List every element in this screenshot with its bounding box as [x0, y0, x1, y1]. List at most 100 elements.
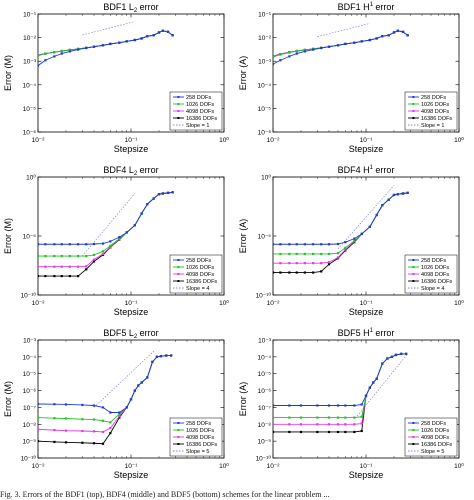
data-point [109, 431, 112, 435]
data-point [92, 258, 96, 261]
data-point [44, 52, 47, 55]
chart-panel-4: BDF4 H1 error 10⁻² 10⁻¹ 10⁰ 10⁻¹⁰ 10⁻⁵ 10⁰ Step… [238, 165, 464, 317]
legend-label: Slope = 5 [421, 449, 444, 455]
data-point [85, 46, 88, 50]
data-point [60, 52, 63, 55]
data-point [273, 430, 275, 434]
legend-label: 1026 DOFs [186, 102, 214, 108]
y-tick-label: 10⁻⁵ [23, 106, 37, 113]
x-tick-label: 10⁰ [219, 299, 229, 307]
legend-entry: 1026 DOFs [408, 428, 449, 434]
legend-label: 1026 DOFs [421, 102, 449, 108]
data-point [133, 224, 136, 227]
data-point [406, 191, 409, 194]
data-point [171, 191, 174, 194]
data-point [38, 54, 40, 57]
data-point [146, 35, 149, 38]
data-point [68, 48, 71, 52]
data-point [109, 244, 112, 247]
data-point [152, 197, 155, 200]
legend-entry: 4098 DOFs [408, 109, 449, 115]
data-point [85, 254, 88, 258]
data-point [68, 274, 71, 278]
x-tick-label: 10⁻¹ [125, 463, 139, 470]
data-point [288, 404, 291, 407]
data-point [273, 404, 275, 407]
data-point [273, 55, 275, 59]
data-point [360, 232, 363, 236]
data-point [288, 416, 291, 419]
x-axis-label: Stepsize [114, 144, 149, 154]
slope-reference-line [317, 23, 370, 37]
legend-entry: 16386 DOFs [408, 279, 452, 285]
legend-label: 1026 DOFs [186, 428, 214, 434]
data-point [118, 413, 121, 416]
data-point [320, 243, 323, 246]
data-point [344, 423, 347, 426]
data-point [137, 384, 140, 387]
legend-entry: 258 DOFs [173, 421, 211, 427]
chart-title-subscript: 2 [134, 334, 138, 340]
legend-marker [177, 273, 180, 275]
legend-entry: 1026 DOFs [408, 102, 449, 108]
data-point [118, 416, 121, 419]
data-point [155, 355, 159, 358]
y-axis-label: Error (A) [238, 219, 248, 254]
data-point [387, 198, 390, 201]
data-point [375, 377, 378, 380]
data-point [77, 48, 80, 51]
legend-label: 16386 DOFs [421, 279, 452, 285]
data-point [101, 252, 105, 256]
data-point [53, 440, 56, 444]
legend-marker [412, 259, 415, 261]
chart-title-tail: error [137, 2, 159, 12]
legend-marker [177, 259, 180, 261]
legend-entry: 258 DOFs [173, 95, 211, 101]
chart-title-tail: error [373, 2, 395, 12]
legend-marker [177, 443, 180, 445]
data-point [327, 416, 331, 419]
x-tick-label: 10⁻² [32, 300, 46, 307]
data-point [303, 262, 306, 265]
data-point [68, 254, 71, 258]
data-point [101, 242, 105, 245]
data-point [344, 42, 347, 46]
chart-title: BDF5 L2 error [103, 328, 158, 340]
data-point [125, 231, 128, 234]
legend-marker [177, 422, 180, 424]
y-tick-label: 10⁻⁸ [23, 422, 37, 429]
data-point [60, 265, 63, 268]
legend-label: 16386 DOFs [186, 116, 217, 122]
chart-title-subscript: 2 [134, 171, 138, 177]
y-tick-label: 10⁰ [26, 174, 36, 182]
data-point [118, 236, 121, 239]
data-area [273, 352, 408, 434]
x-tick-label: 10⁻¹ [360, 137, 374, 144]
y-tick-label: 10⁻² [23, 35, 37, 42]
legend-marker [177, 117, 180, 119]
data-point [151, 360, 154, 364]
data-point [336, 242, 340, 246]
chart-title: BDF1 L2 error [103, 2, 158, 14]
data-point [312, 271, 315, 274]
y-tick-label: 10⁻⁹ [23, 439, 37, 446]
legend-entry: 258 DOFs [408, 258, 446, 264]
x-tick-label: 10⁰ [454, 299, 464, 307]
data-point [101, 250, 105, 253]
data-point [336, 252, 340, 255]
data-point [353, 237, 356, 240]
data-point [279, 262, 282, 265]
data-point [109, 240, 112, 243]
data-point [92, 418, 96, 421]
y-tick-label: 10⁻¹ [258, 12, 272, 19]
data-point [392, 193, 396, 197]
legend-entry: 16386 DOFs [173, 442, 217, 448]
legend-marker [177, 429, 180, 431]
data-point [299, 430, 303, 434]
data-point [129, 398, 133, 401]
data-point [295, 252, 298, 256]
y-tick-label: 10⁻² [258, 35, 272, 42]
data-point [368, 225, 371, 228]
